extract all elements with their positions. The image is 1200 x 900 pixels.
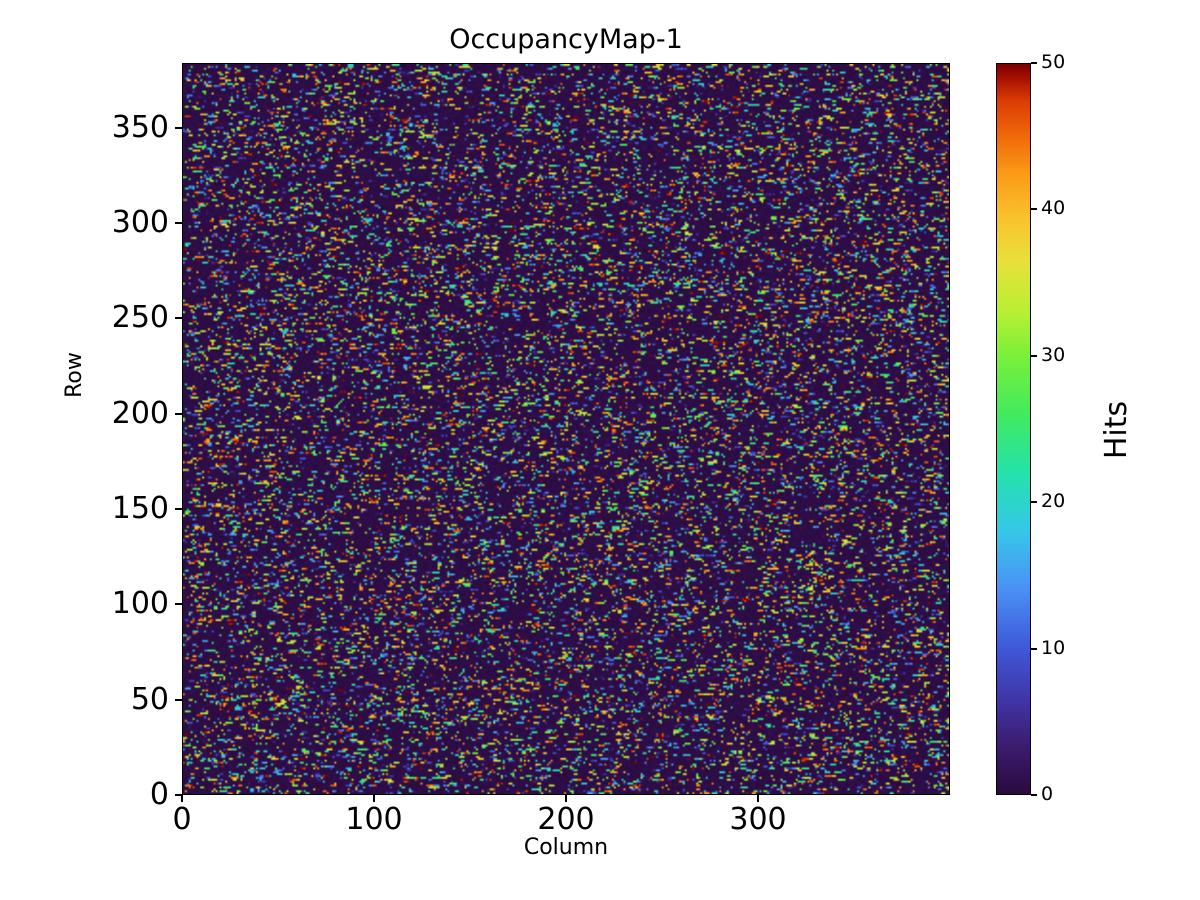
y-tick-label: 0 [149,777,169,812]
y-tick-label: 300 [111,205,169,241]
colorbar-tick-label: 40 [1041,197,1066,220]
colorbar-tick-label: 0 [1041,783,1054,805]
y-tick-mark [175,222,182,225]
x-axis-label: Column [523,835,609,860]
y-tick-label: 150 [111,491,169,527]
y-tick-mark [175,126,182,129]
colorbar-tick-label: 50 [1041,51,1066,73]
y-tick-mark [175,412,182,415]
occupancy-heatmap-image [183,64,949,794]
x-tick-label: 0 [172,802,192,837]
colorbar-tick-mark [1031,794,1037,796]
x-tick-mark [181,795,183,802]
page-title: OccupancyMap-1 [449,24,683,55]
colorbar-tick-mark [1031,62,1037,64]
y-tick-mark [175,603,182,606]
colorbar-tick-mark [1031,208,1037,211]
colorbar-tick-label: 10 [1041,636,1066,659]
colorbar-tick-mark [1031,647,1037,650]
colorbar-label: Hits [1099,400,1134,460]
x-tick-label: 100 [345,802,403,837]
y-tick-label: 350 [111,109,169,145]
colorbar-gradient[interactable] [996,63,1031,795]
y-tick-label: 100 [111,586,169,622]
y-tick-label: 50 [130,681,169,717]
x-tick-mark [757,795,759,802]
colorbar-tick-label: 20 [1041,490,1066,513]
colorbar-tick-mark [1031,501,1037,504]
y-tick-mark [175,794,182,796]
y-tick-mark [175,508,182,511]
colorbar-tick-label: 30 [1041,343,1066,366]
x-tick-mark [565,795,567,802]
heatmap-axes[interactable] [182,63,950,795]
x-tick-label: 200 [537,802,595,837]
x-tick-label: 300 [729,802,787,837]
colorbar-tick-mark [1031,354,1037,357]
y-axis-label: Row [62,352,87,398]
x-tick-mark [373,795,375,802]
y-tick-mark [175,317,182,320]
y-tick-mark [175,698,182,701]
